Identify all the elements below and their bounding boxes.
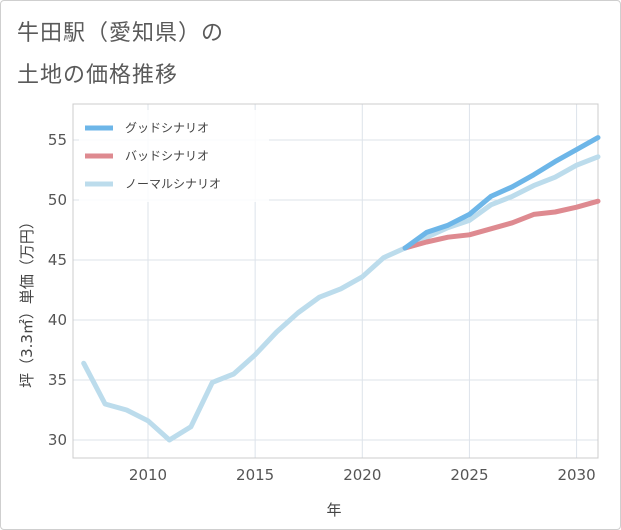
y-tick-label: 50 (48, 191, 67, 209)
x-tick-label: 2015 (236, 466, 274, 484)
y-tick-label: 55 (48, 131, 67, 149)
legend-label: バッドシナリオ (125, 149, 209, 163)
legend-label: グッドシナリオ (125, 121, 209, 135)
y-tick-label: 40 (48, 311, 67, 329)
x-tick-label: 2025 (450, 466, 488, 484)
y-tick-label: 35 (48, 371, 67, 389)
series-line-0 (402, 135, 601, 251)
series-line-2 (81, 154, 601, 443)
y-tick-label: 45 (48, 251, 67, 269)
series-line-1 (402, 198, 601, 251)
x-tick-label: 2030 (557, 466, 595, 484)
y-tick-label: 30 (48, 431, 67, 449)
x-tick-label: 2020 (343, 466, 381, 484)
chart-title-line1: 牛田駅（愛知県）の (17, 21, 225, 46)
x-tick-label: 2010 (129, 466, 167, 484)
x-axis-title: 年 (326, 501, 341, 519)
series-lines (81, 135, 601, 443)
x-axis-ticks: 2010 2015 2020 2025 2030 (129, 466, 596, 484)
y-axis-ticks: 30 35 40 45 50 55 (48, 131, 67, 449)
legend-label: ノーマルシナリオ (125, 177, 221, 191)
plot-area (72, 103, 599, 459)
chart-title-line2: 土地の価格推移 (17, 63, 179, 88)
y-axis-title: 坪（3.3㎡）単価（万円） (18, 214, 36, 388)
